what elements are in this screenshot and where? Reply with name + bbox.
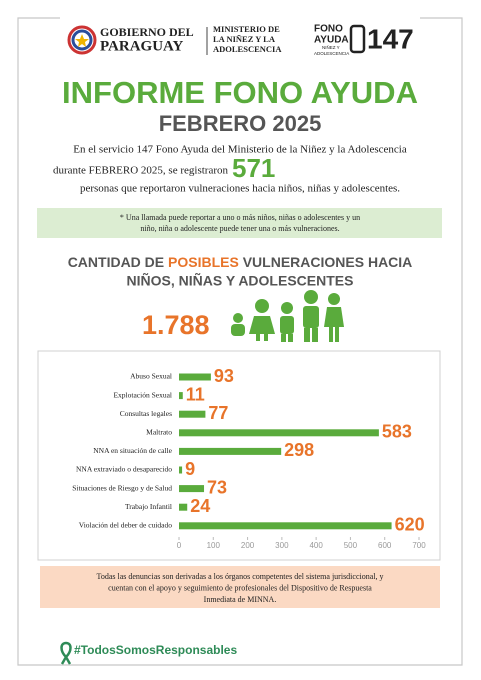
fono: ADOLESCENCIA — [314, 51, 349, 56]
footer-box — [40, 566, 440, 608]
frame — [17, 17, 463, 666]
x-tick-label: 700 — [412, 541, 426, 550]
total: 1.788 — [142, 310, 210, 340]
value-label: 583 — [382, 422, 412, 442]
section-title: CANTIDAD DE POSIBLES VULNERACIONES HACIA — [68, 254, 413, 270]
footer: Inmediata de MINNA. — [204, 595, 277, 604]
gov-logo — [67, 25, 97, 55]
bar — [179, 373, 211, 381]
value-label: 298 — [284, 440, 314, 460]
gov-name: GOBIERNO DEL — [100, 25, 194, 39]
value-label: 77 — [208, 403, 228, 423]
section-title: VULNERACIONES HACIA — [239, 254, 412, 270]
section-highlight: POSIBLES — [168, 254, 239, 270]
x-tick-label: 200 — [241, 541, 255, 550]
hashtag: #TodosSomosResponsables — [74, 643, 237, 657]
bar — [179, 485, 205, 493]
value-label: 11 — [186, 384, 205, 404]
bar — [179, 466, 183, 474]
x-tick-label: 100 — [207, 541, 221, 550]
intro: durante FEBRERO 2025, se registraron — [53, 165, 229, 177]
bar — [179, 503, 188, 511]
note: niño, niña o adolescente puede tener una… — [140, 224, 339, 233]
intro: En el servicio 147 Fono Ayuda del Minist… — [73, 144, 407, 156]
intro: personas que reportaron vulneraciones ha… — [80, 183, 400, 195]
fono: AYUDA — [314, 35, 349, 46]
note-box — [37, 208, 442, 238]
value-label: 24 — [190, 496, 210, 516]
category-label: NNA extraviado o desaparecido — [76, 465, 172, 474]
value-label: 9 — [185, 459, 195, 479]
bar — [179, 410, 206, 418]
x-tick-label: 400 — [309, 541, 323, 550]
title: INFORME FONO AYUDA — [62, 75, 418, 110]
note: * Una llamada puede reportar a uno o más… — [120, 213, 360, 222]
gov-name: PARAGUAY — [100, 38, 184, 54]
category-label: Consultas legales — [120, 409, 172, 418]
x-tick-label: 300 — [275, 541, 289, 550]
footer: cuentan con el apoyo y seguimiento de pr… — [108, 583, 372, 592]
x-tick-label: 600 — [378, 541, 392, 550]
fono-number: 147 — [367, 23, 414, 54]
period: FEBRERO 2025 — [159, 111, 322, 136]
category-label: Explotación Sexual — [113, 390, 172, 399]
category-label: NNA en situación de calle — [93, 446, 172, 455]
category-label: Trabajo Infantil — [125, 502, 172, 511]
bar — [179, 522, 392, 530]
category-label: Maltrato — [146, 428, 172, 437]
count: 571 — [232, 153, 275, 183]
value-label: 93 — [214, 366, 234, 386]
ministry: ADOLESCENCIA — [213, 44, 282, 54]
ribbon-icon — [60, 641, 72, 665]
fono: NIÑEZ Y — [322, 44, 340, 50]
category-label: Abuso Sexual — [130, 372, 172, 381]
section-title: NIÑOS, NIÑAS Y ADOLESCENTES — [127, 272, 354, 289]
ministry: MINISTERIO DE — [213, 24, 280, 34]
people-icons — [231, 290, 344, 342]
value-label: 73 — [207, 477, 227, 497]
ministry: LA NIÑEZ Y LA — [213, 34, 276, 44]
bar — [179, 392, 183, 400]
x-tick-label: 0 — [177, 541, 182, 550]
value-label: 620 — [395, 515, 425, 535]
phone-icon — [349, 24, 366, 54]
section-title: CANTIDAD DE — [68, 254, 168, 270]
fono: FONO — [314, 24, 343, 35]
bar — [179, 429, 379, 437]
footer: Todas las denuncias son derivadas a los … — [97, 572, 384, 581]
bar — [179, 447, 282, 455]
category-label: Violación del deber de cuidado — [79, 521, 173, 530]
category-label: Situaciones de Riesgo y de Salud — [72, 483, 172, 492]
x-tick-label: 500 — [344, 541, 358, 550]
bar-chart: 0 100 200 300 400 500 600 700 Abuso Sexual 93 Expl… — [72, 366, 426, 550]
